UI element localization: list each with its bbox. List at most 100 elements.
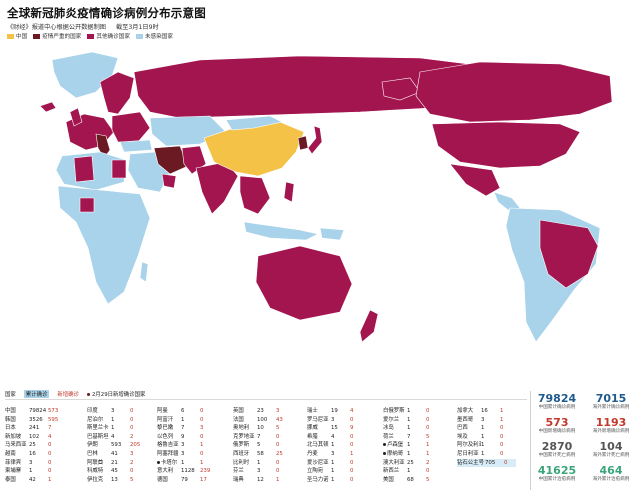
- stat-overseas-cured: 464 海外累计治愈病例: [592, 464, 630, 483]
- table-row: 阿联酋 21 2: [87, 459, 134, 466]
- region-papua: [319, 227, 345, 241]
- table-column-4: 英国 23 3 法国 100 43 奥地利 10 5 克罗地亚 7 0 俄罗斯 5 0 西班牙 58 2…: [233, 407, 288, 484]
- region-philippines: [283, 181, 295, 203]
- table-row: 瑞士 19 4: [307, 408, 354, 414]
- header-new: 新增确诊: [57, 392, 79, 398]
- table-column-6: 白俄罗斯 1 0 爱尔兰 1 0 冰岛 1 0 荷兰 7 5 卢森堡 1 1 摩纳哥 1 1 澳大利亚 2…: [383, 407, 438, 484]
- region-brazil: [539, 219, 599, 289]
- table-row: 日本 241 7: [5, 425, 52, 432]
- table-row: 埃及 1 0: [457, 433, 504, 440]
- date-note: 截至3月1日9时: [115, 24, 159, 31]
- table-column-3: 阿曼 6 0 阿富汗 1 0 黎巴嫩 7 3 以色列 9 0 格鲁吉亚 3 1 阿塞拜疆 3 0 卡塔尔…: [157, 407, 212, 484]
- stat-china-cured: 41625 中国累计治愈病例: [537, 464, 577, 483]
- region-australia: [255, 245, 353, 321]
- stat-china-new: 573 中国新增确诊病例: [538, 416, 576, 435]
- table-header: 国家 累计确诊 新增确诊 2月29日新增确诊国家: [5, 389, 527, 400]
- table-row: 阿富汗 1 0: [157, 416, 204, 423]
- table-row: 格鲁吉亚 3 1: [157, 442, 204, 449]
- region-usa: [431, 121, 581, 169]
- legend-item-china: 中国: [7, 32, 27, 40]
- table-row: 美国 68 5: [383, 476, 430, 483]
- table-row: 德国 79 17: [157, 476, 207, 483]
- table-row: 芬兰 3 0: [233, 468, 280, 475]
- table-column-5: 瑞士 19 4 罗马尼亚 3 0 挪威 15 9 希腊 4 0 北马其顿 1 0 丹麦 3 1 爱沙尼亚…: [307, 407, 362, 484]
- region-turkey: [119, 139, 153, 153]
- legend-item-none: 未感染国家: [135, 32, 173, 40]
- source-note: 《财经》报道中心根据公开数据制图: [7, 24, 106, 31]
- table-row: 希腊 4 0: [307, 433, 354, 440]
- world-map: [0, 42, 641, 387]
- table-row: 柬埔寨 1 0: [5, 468, 52, 475]
- region-iceland: [39, 101, 57, 113]
- table-row: 挪威 15 9: [307, 425, 354, 432]
- table-row: 越南 16 0: [5, 450, 52, 457]
- region-nigeria: [79, 197, 95, 213]
- legend-item-confirmed: 其他确诊国家: [87, 32, 130, 40]
- table-row: 立陶宛 1 0: [307, 468, 354, 475]
- region-uk: [69, 107, 83, 127]
- region-mongolia: [225, 115, 283, 131]
- header-note: 2月29日新增确诊国家: [86, 390, 145, 398]
- table-column-1: 中国 79824 573 韩国 3526 595 日本 241 7 新加坡 102 4 马来西亚…: [5, 407, 60, 484]
- map-legend: 中国 疫情严重的国家 其他确诊国家 未感染国家: [7, 32, 173, 40]
- table-row: 尼日利亚 1 0: [457, 450, 504, 457]
- region-iran: [153, 145, 189, 175]
- table-row: 伊朗 593 205: [87, 442, 141, 449]
- region-japan: [307, 125, 323, 155]
- table-row: 摩纳哥 1 1: [383, 450, 438, 459]
- table-row: 科威特 45 0: [87, 468, 134, 475]
- stat-china-total: 79824 中国累计确诊病例: [537, 392, 577, 411]
- stat-china-deaths: 2870 中国累计死亡病例: [538, 440, 576, 459]
- cases-table: 国家 累计确诊 新增确诊 2月29日新增确诊国家 中国 79824 573 韩国 35…: [5, 389, 527, 490]
- table-row: 加拿大 16 1: [457, 408, 504, 414]
- table-row: 巴林 41 3: [87, 450, 134, 457]
- table-row: 澳大利亚 25 2: [383, 459, 430, 466]
- region-indonesia: [243, 221, 319, 241]
- table-row: 巴基斯坦 4 2: [87, 433, 134, 440]
- region-madagascar: [139, 261, 149, 283]
- table-row: 荷兰 7 5: [383, 433, 430, 440]
- table-row: 马来西亚 25 0: [5, 442, 52, 449]
- table-row: 卡塔尔 1 1: [157, 459, 212, 468]
- table-row: 冰岛 1 0: [383, 425, 430, 432]
- table-column-2: 印度 3 0 尼泊尔 1 0 斯里兰卡 1 0 巴基斯坦 4 2 伊朗 593 205 巴林 41 3 …: [87, 407, 142, 484]
- summary-stats: 79824 中国累计确诊病例 7015 海外累计确诊病例 573 中国新增确诊病例 1…: [530, 391, 638, 490]
- table-row: 爱尔兰 1 0: [383, 416, 430, 423]
- table-row: 奥地利 10 5: [233, 425, 280, 432]
- header-country: 国家: [5, 392, 16, 398]
- table-row: 比利时 1 0: [233, 459, 280, 466]
- table-row: 北马其顿 1 0: [307, 442, 354, 449]
- table-row: 圣马力诺 1 0: [307, 476, 354, 483]
- region-se-asia: [239, 175, 271, 215]
- table-row: 丹麦 3 1: [307, 450, 354, 457]
- table-row: 法国 100 43: [233, 416, 283, 423]
- page-title: 全球新冠肺炎疫情确诊病例分布示意图: [7, 6, 206, 20]
- table-row: 韩国 3526 595: [5, 416, 59, 423]
- table-row: 瑞典 12 1: [233, 476, 280, 483]
- region-alaska: [381, 77, 421, 101]
- table-row: 俄罗斯 5 0: [233, 442, 280, 449]
- table-row: 阿塞拜疆 3 0: [157, 450, 204, 457]
- table-row: 菲律宾 3 0: [5, 459, 52, 466]
- subtitle: 《财经》报道中心根据公开数据制图 截至3月1日9时: [7, 22, 167, 31]
- table-row: 阿曼 6 0: [157, 408, 204, 414]
- table-row: 卢森堡 1 1: [383, 441, 438, 450]
- table-row: 以色列 9 0: [157, 433, 204, 440]
- region-africa: [57, 185, 151, 305]
- table-row: 巴西 1 0: [457, 425, 504, 432]
- table-row: 泰国 42 1: [5, 476, 52, 483]
- table-row: 白俄罗斯 1 0: [383, 408, 430, 414]
- table-row: 尼泊尔 1 0: [87, 416, 134, 423]
- table-row: 斯里兰卡 1 0: [87, 425, 134, 432]
- table-row: 克罗地亚 7 0: [233, 433, 280, 440]
- table-row: 墨西哥 3 1: [457, 416, 504, 423]
- legend-item-severe: 疫情严重的国家: [33, 32, 81, 40]
- table-row: 英国 23 3: [233, 408, 280, 414]
- region-algeria: [73, 155, 95, 183]
- table-row: 爱沙尼亚 1 0: [307, 459, 354, 466]
- stat-overseas-deaths: 104 海外累计死亡病例: [592, 440, 630, 459]
- region-mexico: [449, 163, 501, 197]
- region-korea: [297, 135, 309, 151]
